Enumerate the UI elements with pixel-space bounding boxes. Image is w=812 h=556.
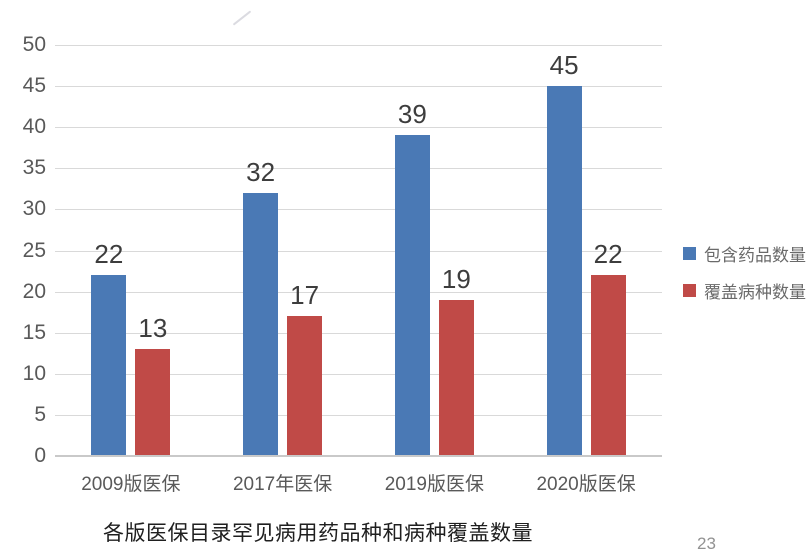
- y-tick-label: 15: [22, 320, 46, 344]
- gridline: [55, 127, 662, 129]
- gridline: [55, 209, 662, 211]
- y-tick-label: 20: [22, 279, 46, 303]
- gridline: [55, 45, 662, 46]
- bar-included-drugs: [394, 135, 430, 456]
- legend-swatch: [683, 284, 696, 297]
- y-tick-label: 0: [34, 444, 46, 467]
- x-tick-label: 2009版医保: [81, 474, 181, 495]
- value-label: 22: [94, 239, 124, 270]
- legend-swatch: [683, 247, 696, 260]
- y-tick-label: 50: [22, 33, 46, 56]
- gridline: [55, 168, 662, 170]
- gridline: [55, 373, 662, 375]
- gridline: [55, 250, 662, 252]
- y-tick-label: 25: [22, 238, 46, 262]
- value-label: 45: [549, 50, 579, 81]
- legend-item: 覆盖病种数量: [683, 278, 806, 303]
- y-tick-label: 35: [22, 156, 46, 180]
- bar-covered-diseases: [438, 299, 474, 456]
- y-tick-label: 5: [34, 402, 46, 426]
- x-tick-label: 2020版医保: [536, 474, 636, 495]
- bar-covered-diseases: [287, 316, 323, 456]
- y-tick-label: 40: [22, 115, 46, 139]
- gridline: [55, 291, 662, 293]
- diagonal-pen-mark: [232, 10, 252, 26]
- value-label: 22: [593, 239, 623, 270]
- value-label: 13: [138, 313, 168, 344]
- bar-chart: 0 5 10 15 20 25 30 35 40 45 50 22 13 2009版医保 32 17 2017…: [23, 33, 662, 495]
- gridline: [55, 332, 662, 334]
- legend-label: 包含药品数量: [704, 246, 806, 265]
- gridline: [55, 86, 662, 88]
- legend-item: 包含药品数量: [683, 241, 806, 266]
- bar-included-drugs: [546, 86, 582, 456]
- y-tick-label: 45: [22, 74, 46, 98]
- value-label: 39: [397, 99, 427, 130]
- chart-legend: 包含药品数量 覆盖病种数量: [683, 241, 806, 315]
- x-axis-line: [55, 455, 662, 457]
- x-tick-label: 2017年医保: [232, 474, 333, 495]
- bar-included-drugs: [91, 275, 127, 456]
- x-tick-label: 2019版医保: [384, 474, 485, 495]
- value-label: 32: [246, 156, 276, 187]
- value-label: 19: [441, 263, 471, 294]
- chart-title: 各版医保目录罕见病用药品种和病种覆盖数量: [103, 521, 533, 545]
- y-tick-label: 10: [22, 361, 46, 385]
- legend-label: 覆盖病种数量: [704, 283, 806, 302]
- bar-covered-diseases: [590, 275, 626, 456]
- value-label: 17: [290, 280, 320, 311]
- bar-covered-diseases: [135, 349, 171, 456]
- y-tick-label: 30: [22, 197, 46, 221]
- bar-included-drugs: [243, 192, 279, 456]
- gridline: [55, 414, 662, 416]
- page-number: 23: [697, 534, 716, 553]
